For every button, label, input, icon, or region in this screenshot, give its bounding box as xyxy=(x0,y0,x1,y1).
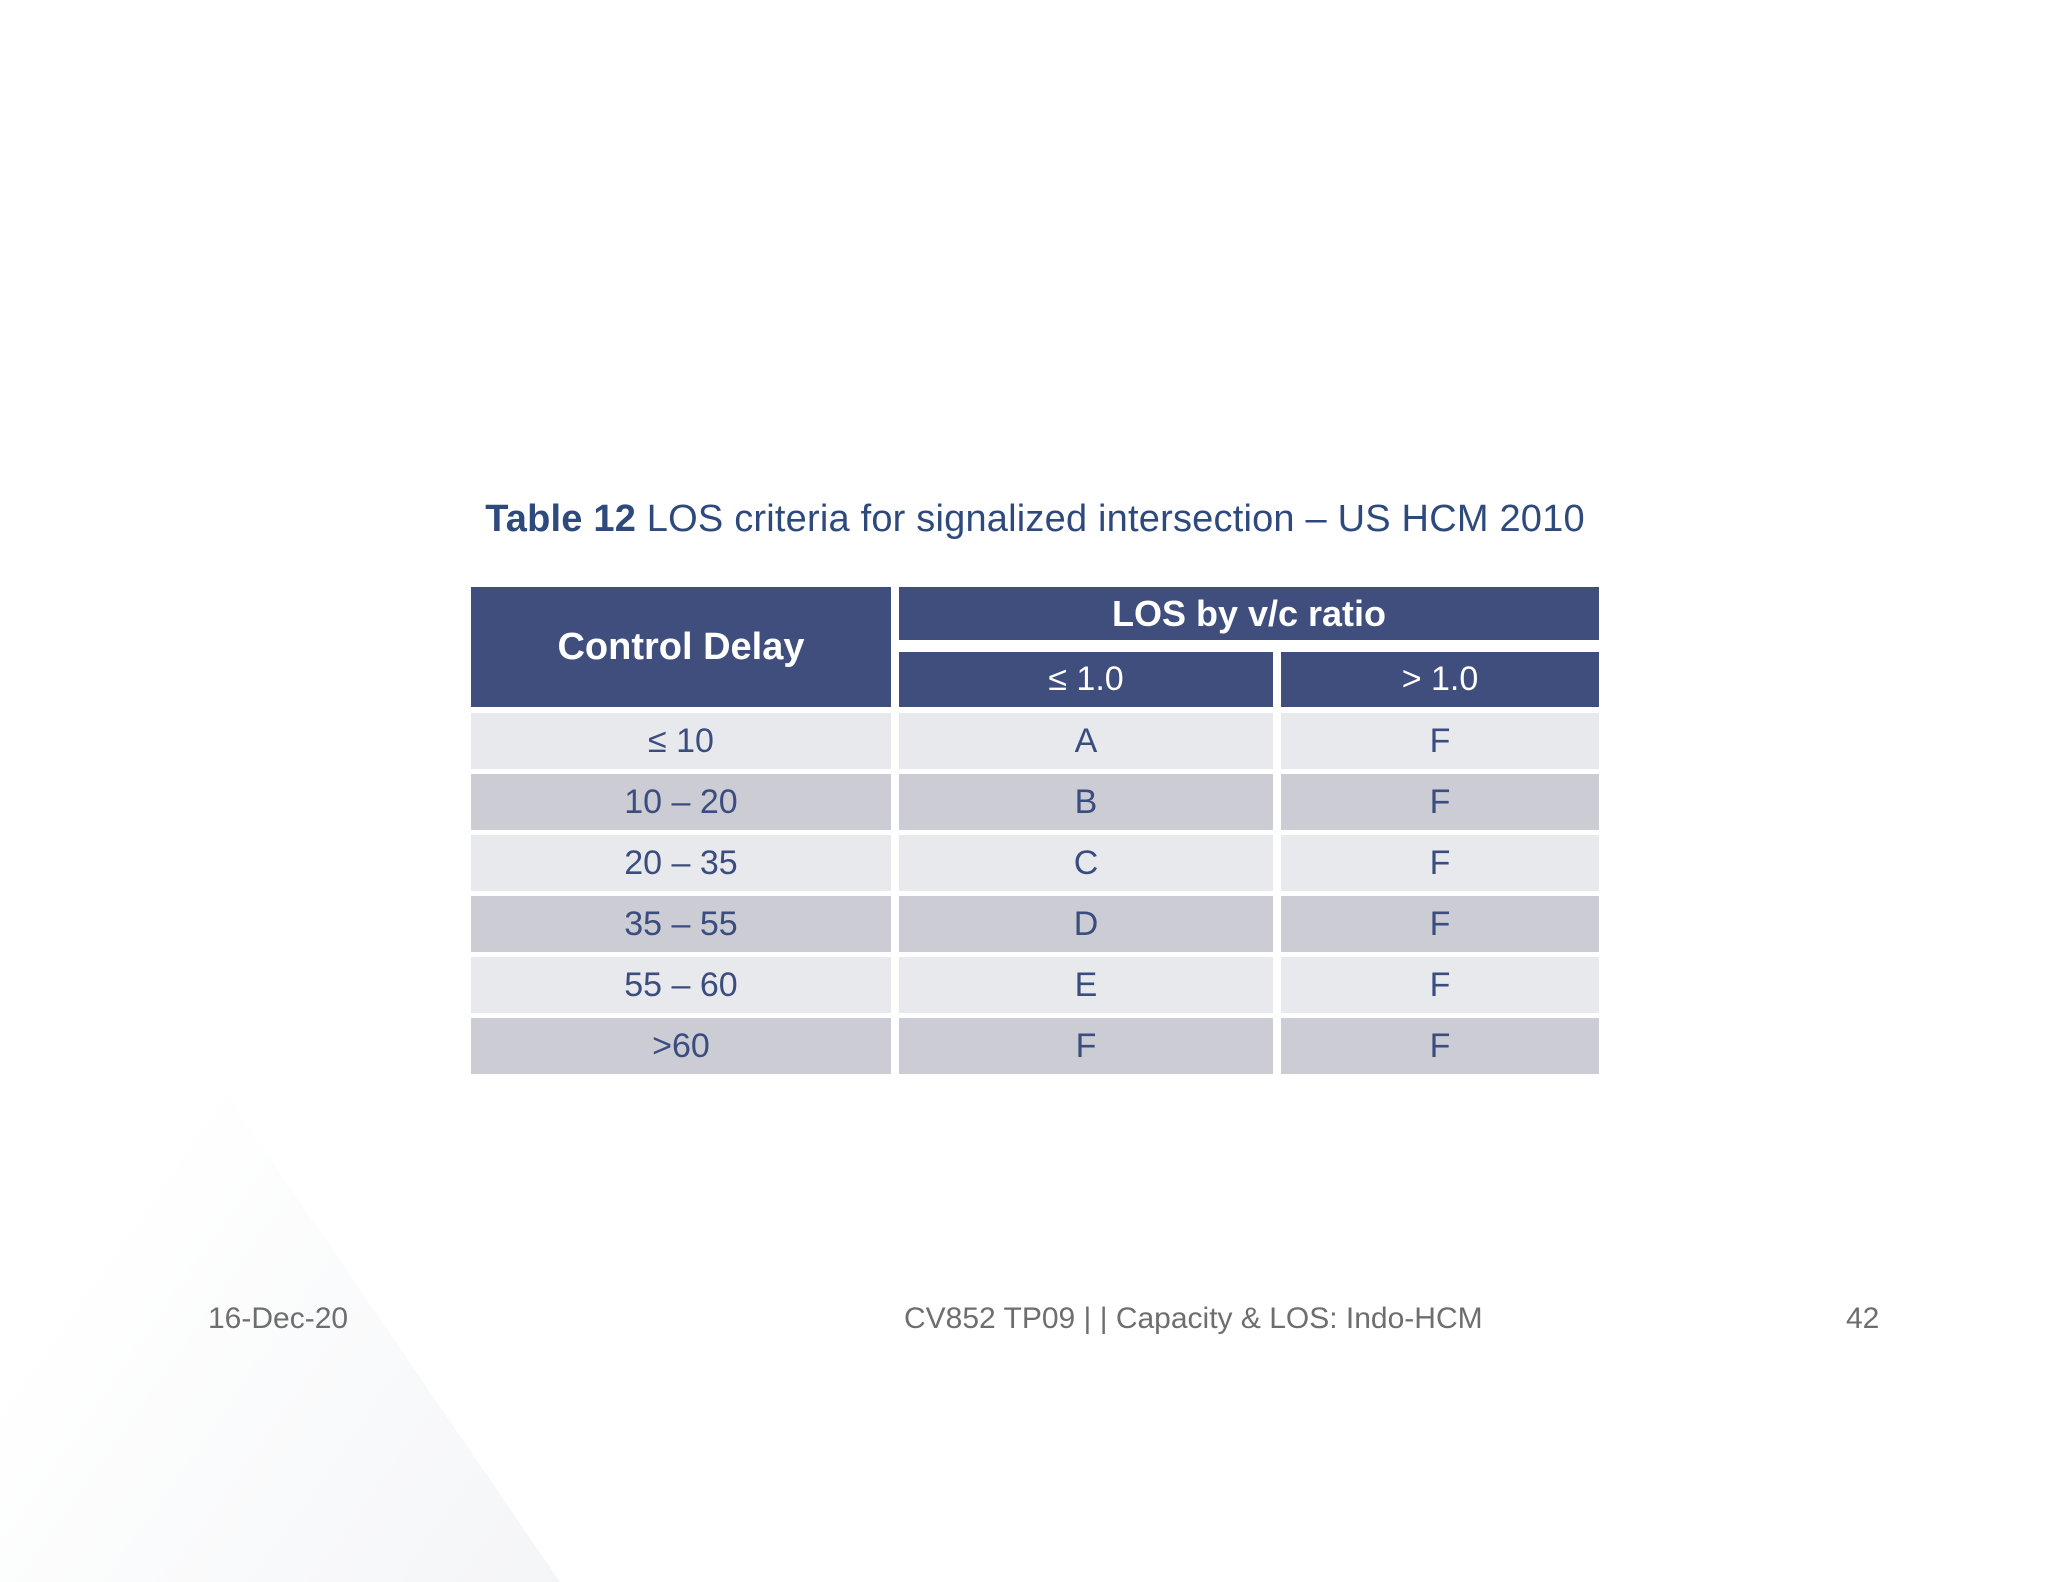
delay-cell: 20 – 35 xyxy=(471,835,891,891)
table-row: >60 F F xyxy=(471,1018,1599,1074)
table-row: 55 – 60 E F xyxy=(471,957,1599,1013)
los-gt-cell: F xyxy=(1281,713,1599,769)
table-row: ≤ 10 A F xyxy=(471,713,1599,769)
los-gt-cell: F xyxy=(1281,835,1599,891)
los-gt-cell: F xyxy=(1281,957,1599,1013)
los-gt-cell: F xyxy=(1281,896,1599,952)
header-los-group: LOS by v/c ratio xyxy=(899,587,1599,640)
los-le-cell: E xyxy=(899,957,1273,1013)
los-gt-cell: F xyxy=(1281,774,1599,830)
delay-cell: ≤ 10 xyxy=(471,713,891,769)
delay-cell: 55 – 60 xyxy=(471,957,891,1013)
los-le-cell: B xyxy=(899,774,1273,830)
los-criteria-table: Control Delay LOS by v/c ratio ≤ 1.0 > 1… xyxy=(471,587,1599,1079)
header-vc-gt-1: > 1.0 xyxy=(1281,652,1599,707)
header-control-delay: Control Delay xyxy=(471,587,891,707)
title-text: LOS criteria for signalized intersection… xyxy=(636,498,1585,540)
header-vc-le-1: ≤ 1.0 xyxy=(899,652,1273,707)
table-body: ≤ 10 A F 10 – 20 B F 20 – 35 C F 35 – 55… xyxy=(471,713,1599,1074)
los-le-cell: D xyxy=(899,896,1273,952)
los-gt-cell: F xyxy=(1281,1018,1599,1074)
los-le-cell: A xyxy=(899,713,1273,769)
table-row: 20 – 35 C F xyxy=(471,835,1599,891)
table-header: Control Delay LOS by v/c ratio ≤ 1.0 > 1… xyxy=(471,587,1599,707)
table-row: 10 – 20 B F xyxy=(471,774,1599,830)
table-row: 35 – 55 D F xyxy=(471,896,1599,952)
footer-title: CV852 TP09 | | Capacity & LOS: Indo-HCM xyxy=(904,1302,1483,1335)
delay-cell: 10 – 20 xyxy=(471,774,891,830)
los-le-cell: F xyxy=(899,1018,1273,1074)
slide-title: Table 12 LOS criteria for signalized int… xyxy=(471,498,1599,541)
table-number-label: Table 12 xyxy=(485,498,637,540)
delay-cell: >60 xyxy=(471,1018,891,1074)
footer-date: 16-Dec-20 xyxy=(208,1302,349,1335)
delay-cell: 35 – 55 xyxy=(471,896,891,952)
los-le-cell: C xyxy=(899,835,1273,891)
footer-page-number: 42 xyxy=(1846,1302,1880,1335)
